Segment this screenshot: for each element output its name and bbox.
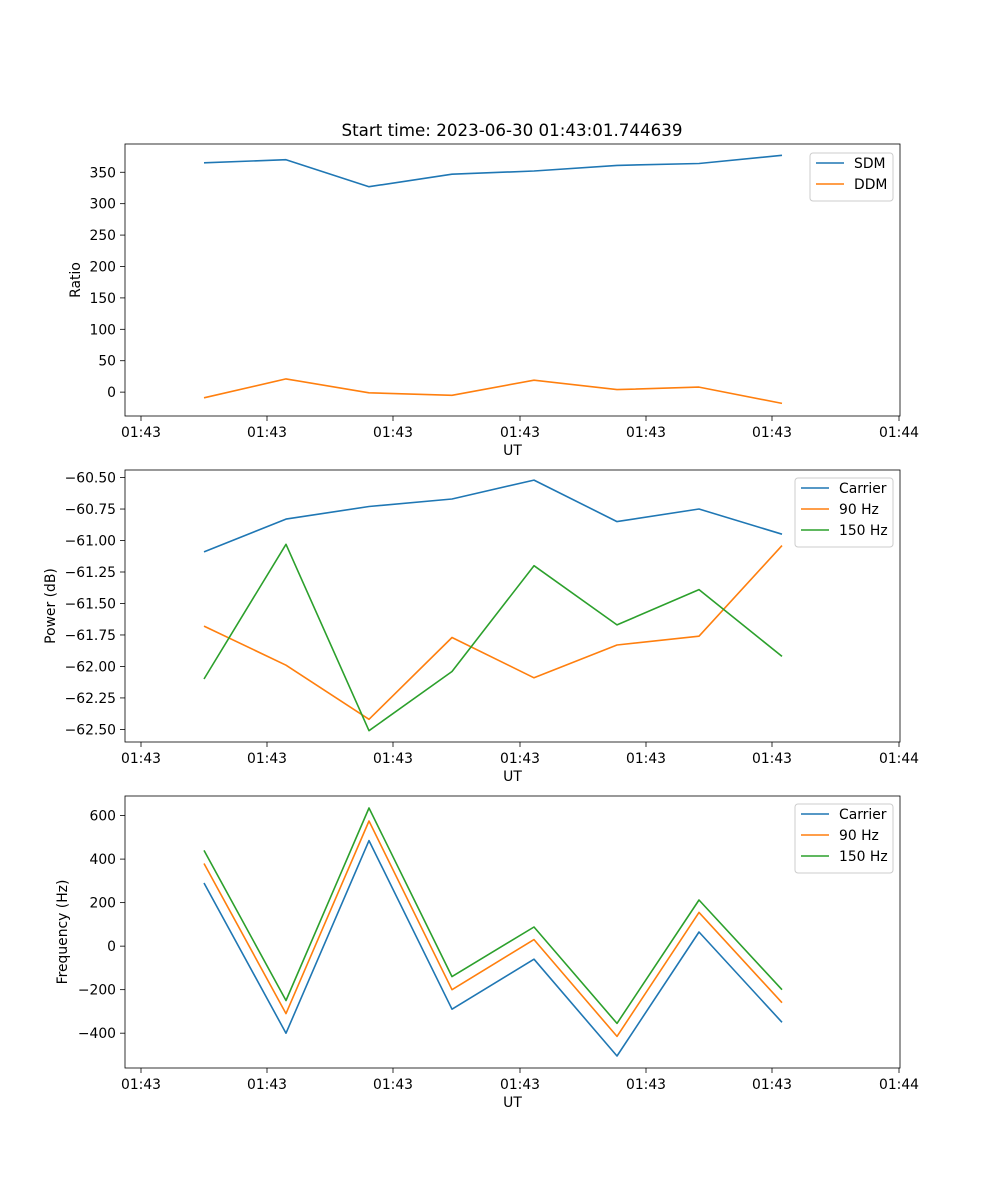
legend-entry: SDM <box>854 156 886 172</box>
legend-frame <box>809 152 894 202</box>
y-tick-label: 300 <box>89 197 116 213</box>
plot-frame <box>124 143 901 417</box>
x-axis-label: UT <box>503 1095 522 1111</box>
x-tick-label: 01:43 <box>247 751 287 767</box>
series-line-carrier <box>203 839 783 1057</box>
plot-frame <box>124 469 901 743</box>
series-line-ddm <box>203 378 783 405</box>
legend-entry: DDM <box>854 177 887 193</box>
y-tick-label: 400 <box>89 852 116 868</box>
y-tick-label: −61.00 <box>65 534 116 550</box>
y-axis-label: Ratio <box>68 262 84 298</box>
y-tick-label: 150 <box>89 291 116 307</box>
y-tick-label: −200 <box>78 983 116 999</box>
x-axis-label: UT <box>503 443 522 459</box>
x-tick-label: 01:43 <box>626 1077 666 1093</box>
x-tick-label: 01:44 <box>879 425 919 441</box>
x-tick-label: 01:43 <box>373 1077 413 1093</box>
legend-entry: 90 Hz <box>839 828 879 844</box>
y-tick-label: 600 <box>89 809 116 825</box>
y-tick-label: 200 <box>89 896 116 912</box>
legend-entry: 90 Hz <box>839 502 879 518</box>
x-tick-label: 01:43 <box>500 1077 540 1093</box>
x-tick-label: 01:43 <box>121 1077 161 1093</box>
x-tick-label: 01:44 <box>879 1077 919 1093</box>
y-axis-label: Power (dB) <box>43 568 59 644</box>
legend-entry: 150 Hz <box>839 849 888 865</box>
y-tick-label: −400 <box>78 1026 116 1042</box>
y-tick-label: −61.25 <box>65 565 116 581</box>
x-tick-label: 01:43 <box>500 751 540 767</box>
figure-title: Start time: 2023-06-30 01:43:01.744639 <box>342 120 683 140</box>
subplot-2: 01:43 01:43 01:43 01:43 01:43 01:43 01:44 −62.5… <box>43 469 919 785</box>
legend-entry: Carrier <box>839 807 887 823</box>
y-tick-label: −62.25 <box>65 691 116 707</box>
y-tick-label: 350 <box>89 165 116 181</box>
legend-entry: 150 Hz <box>839 523 888 539</box>
y-tick-label: 0 <box>107 939 116 955</box>
x-tick-label: 01:43 <box>373 425 413 441</box>
y-tick-label: 100 <box>89 322 116 338</box>
y-axis-label: Frequency (Hz) <box>55 880 71 985</box>
y-tick-label: −62.50 <box>65 722 116 738</box>
x-tick-label: 01:43 <box>121 751 161 767</box>
legend: Carrier 90 Hz 150 Hz <box>794 803 894 874</box>
y-tick-label: 200 <box>89 259 116 275</box>
series-line-90-hz <box>203 545 783 721</box>
plot-frame <box>124 795 901 1069</box>
series-line-150-hz <box>203 543 783 732</box>
y-tick-label: 250 <box>89 228 116 244</box>
x-axis-label: UT <box>503 769 522 785</box>
subplots: 01:43 01:43 01:43 01:43 01:43 01:43 01:44 0 50 10… <box>43 143 919 1111</box>
x-tick-label: 01:43 <box>247 1077 287 1093</box>
x-tick-label: 01:43 <box>121 425 161 441</box>
y-tick-label: −60.75 <box>65 502 116 518</box>
legend: Carrier 90 Hz 150 Hz <box>794 477 894 548</box>
y-tick-label: 50 <box>98 354 116 370</box>
y-tick-label: −61.75 <box>65 628 116 644</box>
x-tick-label: 01:43 <box>247 425 287 441</box>
x-tick-label: 01:43 <box>373 751 413 767</box>
x-tick-label: 01:43 <box>626 425 666 441</box>
x-tick-label: 01:43 <box>626 751 666 767</box>
y-tick-label: −60.50 <box>65 471 116 487</box>
series-line-90-hz <box>203 820 783 1038</box>
subplot-3: 01:43 01:43 01:43 01:43 01:43 01:43 01:44 −400 −… <box>55 795 919 1111</box>
series-line-carrier <box>203 479 783 553</box>
x-tick-label: 01:43 <box>752 1077 792 1093</box>
legend-entry: Carrier <box>839 481 887 497</box>
x-tick-label: 01:43 <box>500 425 540 441</box>
legend: SDM DDM <box>809 152 894 202</box>
x-tick-label: 01:43 <box>752 751 792 767</box>
x-tick-label: 01:43 <box>752 425 792 441</box>
y-tick-label: −62.00 <box>65 659 116 675</box>
y-tick-label: 0 <box>107 385 116 401</box>
y-tick-label: −61.50 <box>65 596 116 612</box>
series-line-150-hz <box>203 807 783 1025</box>
subplot-1: 01:43 01:43 01:43 01:43 01:43 01:43 01:44 0 50 10… <box>68 143 919 459</box>
x-tick-label: 01:44 <box>879 751 919 767</box>
series-line-sdm <box>203 154 783 188</box>
